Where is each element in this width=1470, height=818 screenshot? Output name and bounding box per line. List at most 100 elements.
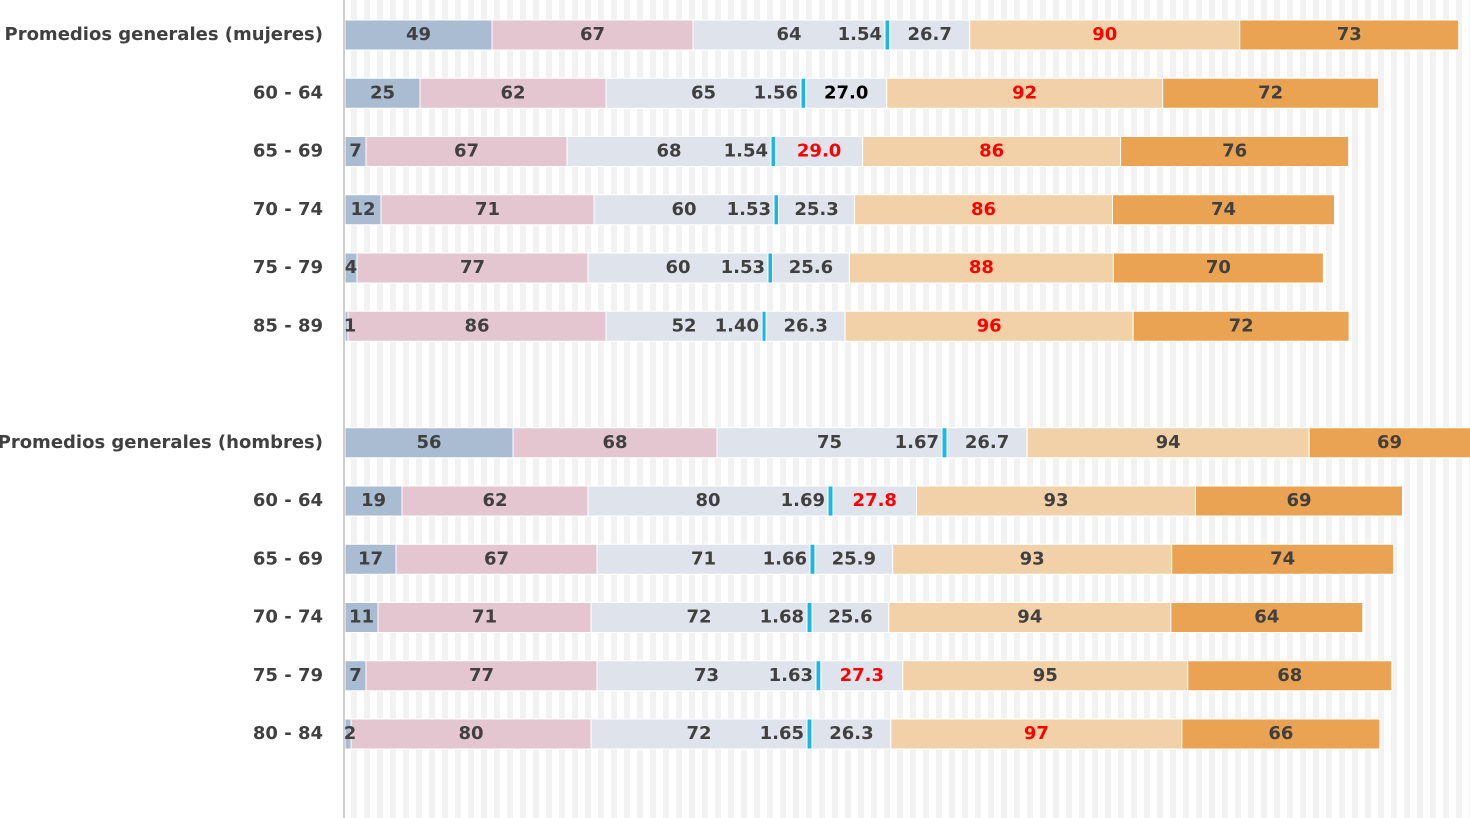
- value-label: 93: [1043, 490, 1068, 511]
- value-label: 60: [671, 199, 696, 220]
- value-label: 12: [350, 199, 375, 220]
- value-label: 71: [691, 548, 716, 569]
- bar-segment: [805, 77, 888, 109]
- bar-segment: [1181, 718, 1381, 750]
- y-tick-label: 80 - 84: [253, 723, 323, 744]
- bar-segment: [345, 77, 421, 109]
- value-label: 25.6: [828, 607, 872, 628]
- y-tick-label: 70 - 74: [253, 607, 323, 628]
- value-label: 25.3: [794, 199, 838, 220]
- value-label: 72: [686, 723, 711, 744]
- bar-segment: [1111, 194, 1335, 226]
- bar-segment: [815, 660, 822, 692]
- value-label: 74: [1270, 548, 1295, 569]
- bar-segment: [767, 252, 774, 284]
- value-label: 69: [1377, 432, 1402, 453]
- bar-segment: [890, 718, 1183, 750]
- bar-segment: [820, 660, 904, 692]
- value-label: 86: [971, 199, 996, 220]
- bar-segment: [806, 602, 813, 633]
- value-label: 75: [817, 432, 842, 453]
- bar-segment: [800, 77, 807, 109]
- bar-segment: [1308, 427, 1470, 459]
- bar-segment: [941, 427, 948, 459]
- value-label: 90: [1092, 24, 1117, 45]
- bar-segment: [347, 310, 607, 342]
- value-label: 1: [344, 315, 357, 336]
- bar-segment: [915, 485, 1196, 517]
- value-label: 97: [1024, 723, 1049, 744]
- bars: [345, 19, 1470, 750]
- bar-segment: [692, 19, 886, 51]
- value-label: 1.54: [724, 141, 768, 162]
- y-tick-label: 65 - 69: [253, 141, 323, 162]
- value-label: 73: [1337, 24, 1362, 45]
- value-label: 71: [475, 199, 500, 220]
- value-label: 86: [979, 141, 1004, 162]
- bar-segment: [1026, 427, 1310, 459]
- value-label: 49: [406, 24, 431, 45]
- bar-segment: [356, 252, 589, 284]
- value-label: 52: [671, 315, 696, 336]
- value-label: 60: [665, 257, 690, 278]
- value-label: 92: [1012, 82, 1037, 103]
- bar-segment: [814, 543, 894, 575]
- value-label: 86: [464, 315, 489, 336]
- value-label: 93: [1020, 548, 1045, 569]
- bar-segment: [806, 718, 813, 750]
- value-label: 7: [349, 141, 362, 162]
- value-label: 2: [344, 723, 357, 744]
- bar-segment: [491, 19, 694, 51]
- y-tick-label: 85 - 89: [253, 315, 323, 336]
- bar-segment: [902, 660, 1189, 692]
- bar-segment: [512, 427, 718, 459]
- bar-segment: [419, 77, 607, 109]
- value-label: 1.56: [754, 82, 798, 103]
- y-tick-label: 75 - 79: [253, 665, 323, 686]
- y-tick-label: 60 - 64: [253, 82, 323, 103]
- value-label: 27.8: [853, 490, 897, 511]
- bar-segment: [770, 136, 777, 167]
- bar-segment: [853, 194, 1113, 226]
- value-label: 1.67: [895, 432, 939, 453]
- value-label: 68: [656, 141, 681, 162]
- bar-segment: [1194, 485, 1403, 517]
- value-label: 68: [1277, 665, 1302, 686]
- value-label: 26.3: [783, 315, 827, 336]
- bar-segment: [1239, 19, 1460, 51]
- bar-segment: [1170, 602, 1364, 633]
- bar-segment: [1171, 543, 1395, 575]
- bar-segment: [772, 252, 850, 284]
- value-label: 27.3: [840, 665, 884, 686]
- value-label: 67: [580, 24, 605, 45]
- value-label: 94: [1017, 607, 1042, 628]
- bar-segment: [596, 660, 817, 692]
- bar-segment: [844, 310, 1134, 342]
- y-tick-label: 60 - 64: [253, 490, 323, 511]
- value-label: 72: [686, 607, 711, 628]
- value-label: 88: [969, 257, 994, 278]
- bar-segment: [773, 194, 780, 226]
- bar-segment: [827, 485, 834, 517]
- bar-segment: [377, 602, 592, 633]
- bar-segment: [605, 77, 802, 109]
- y-tick-label: 65 - 69: [253, 548, 323, 569]
- bar-segment: [401, 485, 589, 517]
- bar-segment: [889, 19, 971, 51]
- value-label: 1.66: [763, 548, 807, 569]
- bar-segment: [888, 602, 1172, 633]
- bar-segment: [884, 19, 891, 51]
- bar-segment: [587, 485, 829, 517]
- value-label: 7: [349, 665, 362, 686]
- value-label: 67: [454, 141, 479, 162]
- y-tick-label: Promedios generales (hombres): [0, 432, 323, 453]
- bar-segment: [778, 194, 855, 226]
- value-label: 72: [1229, 315, 1254, 336]
- value-label: 1.65: [760, 723, 804, 744]
- bar-segment: [761, 310, 767, 342]
- bar-segment: [590, 718, 808, 750]
- bar-segment: [811, 718, 892, 750]
- value-label: 1.40: [715, 315, 759, 336]
- bar-segment: [365, 660, 598, 692]
- value-label: 27.0: [824, 82, 868, 103]
